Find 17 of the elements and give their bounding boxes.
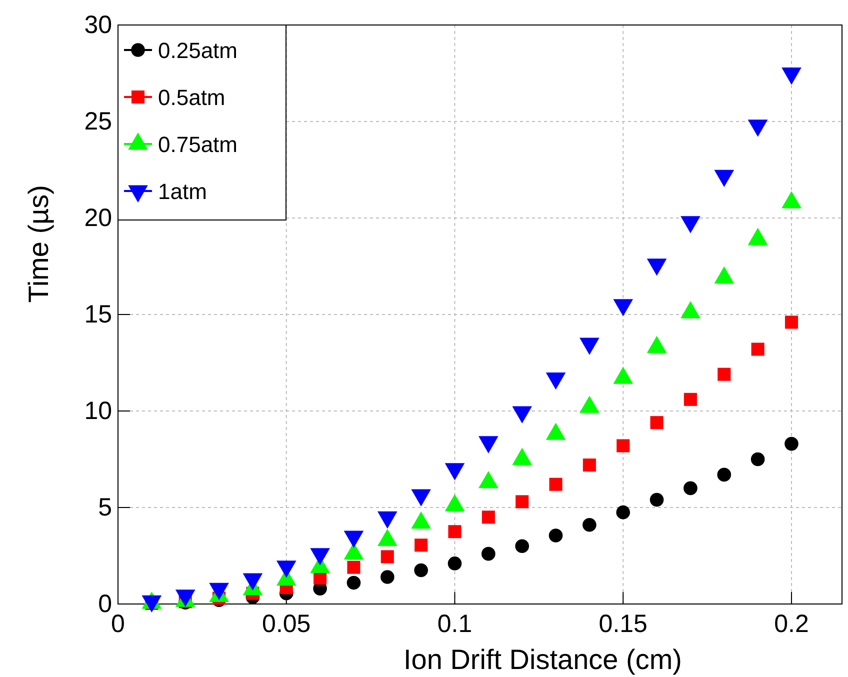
y-tick-label: 5: [98, 494, 112, 522]
x-axis-title: Ion Drift Distance (cm): [404, 644, 682, 675]
x-tick-label: 0.1: [437, 610, 472, 638]
y-axis-title: Time (µs): [23, 185, 54, 303]
x-tick-label: 0.15: [598, 610, 648, 638]
legend-label: 1atm: [158, 179, 207, 204]
y-tick-label: 0: [98, 590, 112, 618]
legend-label: 0.75atm: [158, 132, 238, 157]
x-tick-label: 0.05: [262, 610, 311, 638]
y-tick-label: 30: [84, 11, 112, 39]
y-tick-label: 15: [84, 300, 112, 328]
y-tick-label: 25: [84, 108, 112, 136]
legend-label: 0.25atm: [158, 38, 238, 63]
y-tick-label: 20: [84, 204, 112, 232]
x-tick-label: 0.2: [774, 610, 809, 638]
legend-label: 0.5atm: [158, 85, 226, 110]
y-tick-label: 10: [84, 397, 112, 425]
